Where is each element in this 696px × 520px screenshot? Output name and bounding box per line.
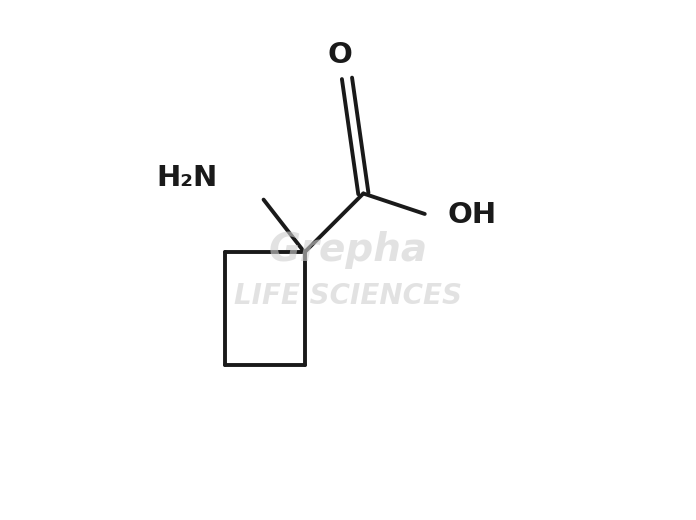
Text: H₂N: H₂N xyxy=(157,164,218,192)
Text: O: O xyxy=(327,41,352,69)
Text: OH: OH xyxy=(448,201,497,229)
Text: Grepha: Grepha xyxy=(269,231,427,269)
Text: LIFE SCIENCES: LIFE SCIENCES xyxy=(234,282,462,310)
